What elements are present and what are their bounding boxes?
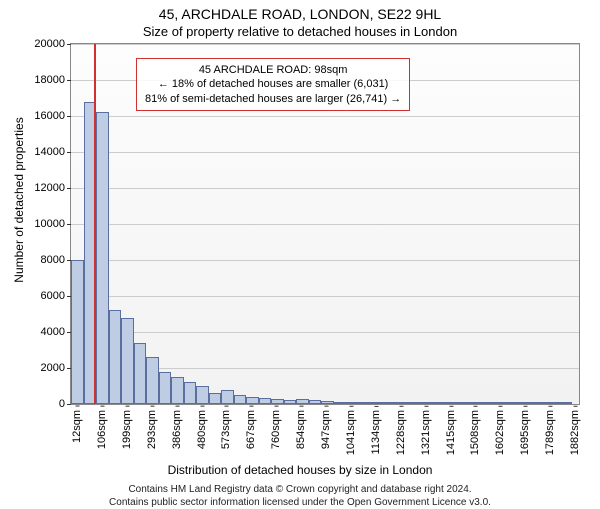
gridline <box>71 44 579 45</box>
histogram-bar <box>234 395 247 404</box>
histogram-bar <box>296 399 309 404</box>
histogram-bar <box>184 382 197 404</box>
histogram-bar <box>446 402 459 404</box>
histogram-bar <box>259 398 272 404</box>
callout-line-2: ← 18% of detached houses are smaller (6,… <box>145 77 401 91</box>
histogram-bar <box>71 260 84 404</box>
gridline <box>71 152 579 153</box>
histogram-bar <box>221 390 234 404</box>
histogram-bar <box>109 310 122 404</box>
x-tick-label: 854sqm <box>295 410 307 449</box>
gridline <box>71 188 579 189</box>
x-tick-label: 12sqm <box>71 410 83 443</box>
x-tick-label: 1134sqm <box>370 410 382 454</box>
y-tick-label: 20000 <box>34 38 65 50</box>
x-tick-label: 199sqm <box>121 410 133 449</box>
histogram-bar <box>321 401 334 404</box>
histogram-bar <box>171 377 184 404</box>
y-tick-label: 16000 <box>34 110 65 122</box>
histogram-bar <box>359 402 372 404</box>
histogram-bar <box>509 402 522 404</box>
callout-line-1: 45 ARCHDALE ROAD: 98sqm <box>145 63 401 77</box>
x-tick-label: 1321sqm <box>420 410 432 455</box>
y-axis-label: Number of detached properties <box>12 117 26 282</box>
histogram-bar <box>496 402 509 404</box>
y-tick-label: 14000 <box>34 146 65 158</box>
histogram-bar <box>121 318 134 404</box>
histogram-bar <box>334 402 347 404</box>
x-axis-label: Distribution of detached houses by size … <box>0 463 600 477</box>
x-tick-label: 1882sqm <box>569 410 581 455</box>
histogram-bar <box>409 402 422 404</box>
x-tick-label: 480sqm <box>196 410 208 449</box>
histogram-bar <box>547 402 560 404</box>
footer-line-2: Contains public sector information licen… <box>0 496 600 509</box>
x-tick-label: 1789sqm <box>544 410 556 455</box>
histogram-bar <box>134 343 147 404</box>
gridline <box>71 332 579 333</box>
gridline <box>71 116 579 117</box>
histogram-bar <box>309 400 322 404</box>
histogram-bar <box>159 372 172 404</box>
histogram-bar <box>521 402 534 404</box>
y-tick-label: 0 <box>59 398 65 410</box>
callout-box: 45 ARCHDALE ROAD: 98sqm ← 18% of detache… <box>136 58 410 111</box>
y-tick-label: 2000 <box>41 362 65 374</box>
x-tick-label: 106sqm <box>96 410 108 449</box>
x-tick-label: 947sqm <box>320 410 332 449</box>
histogram-bar <box>421 402 434 404</box>
y-tick-label: 4000 <box>41 326 65 338</box>
x-tick-label: 1415sqm <box>445 410 457 455</box>
histogram-bar <box>209 393 222 404</box>
histogram-bar <box>484 402 497 404</box>
histogram-bar <box>96 112 109 404</box>
page-title: 45, ARCHDALE ROAD, LONDON, SE22 9HL <box>0 6 600 22</box>
gridline <box>71 224 579 225</box>
histogram-bar <box>434 402 447 404</box>
footer: Contains HM Land Registry data © Crown c… <box>0 483 600 509</box>
histogram-bar <box>471 402 484 404</box>
x-tick-label: 1695sqm <box>519 410 531 455</box>
histogram-bar <box>459 402 472 404</box>
histogram-bar <box>284 400 297 404</box>
histogram-bar <box>384 402 397 404</box>
x-tick-label: 760sqm <box>270 410 282 449</box>
x-tick-label: 667sqm <box>245 410 257 449</box>
x-tick-label: 1041sqm <box>345 410 357 455</box>
x-tick-label: 1602sqm <box>494 410 506 455</box>
x-tick-label: 573sqm <box>220 410 232 449</box>
histogram-bar <box>534 402 547 404</box>
histogram-bar <box>396 402 409 404</box>
y-tick-label: 6000 <box>41 290 65 302</box>
histogram-bar <box>346 402 359 404</box>
y-tick-label: 12000 <box>34 182 65 194</box>
gridline <box>71 296 579 297</box>
gridline <box>71 260 579 261</box>
histogram-bar <box>271 399 284 404</box>
histogram-bar <box>146 357 159 404</box>
histogram-bar <box>559 402 572 404</box>
x-tick-label: 1228sqm <box>395 410 407 455</box>
histogram-chart: 0200040006000800010000120001400016000180… <box>70 43 580 405</box>
x-tick-label: 386sqm <box>171 410 183 449</box>
x-tick-label: 1508sqm <box>469 410 481 455</box>
callout-line-3: 81% of semi-detached houses are larger (… <box>145 92 401 106</box>
y-tick-label: 18000 <box>34 74 65 86</box>
histogram-bar <box>371 402 384 404</box>
page-subtitle: Size of property relative to detached ho… <box>0 24 600 39</box>
marker-line <box>94 44 96 404</box>
histogram-bar <box>196 386 209 404</box>
y-tick-label: 8000 <box>41 254 65 266</box>
footer-line-1: Contains HM Land Registry data © Crown c… <box>0 483 600 496</box>
histogram-bar <box>246 397 259 404</box>
y-tick-label: 10000 <box>34 218 65 230</box>
x-tick-label: 293sqm <box>146 410 158 449</box>
